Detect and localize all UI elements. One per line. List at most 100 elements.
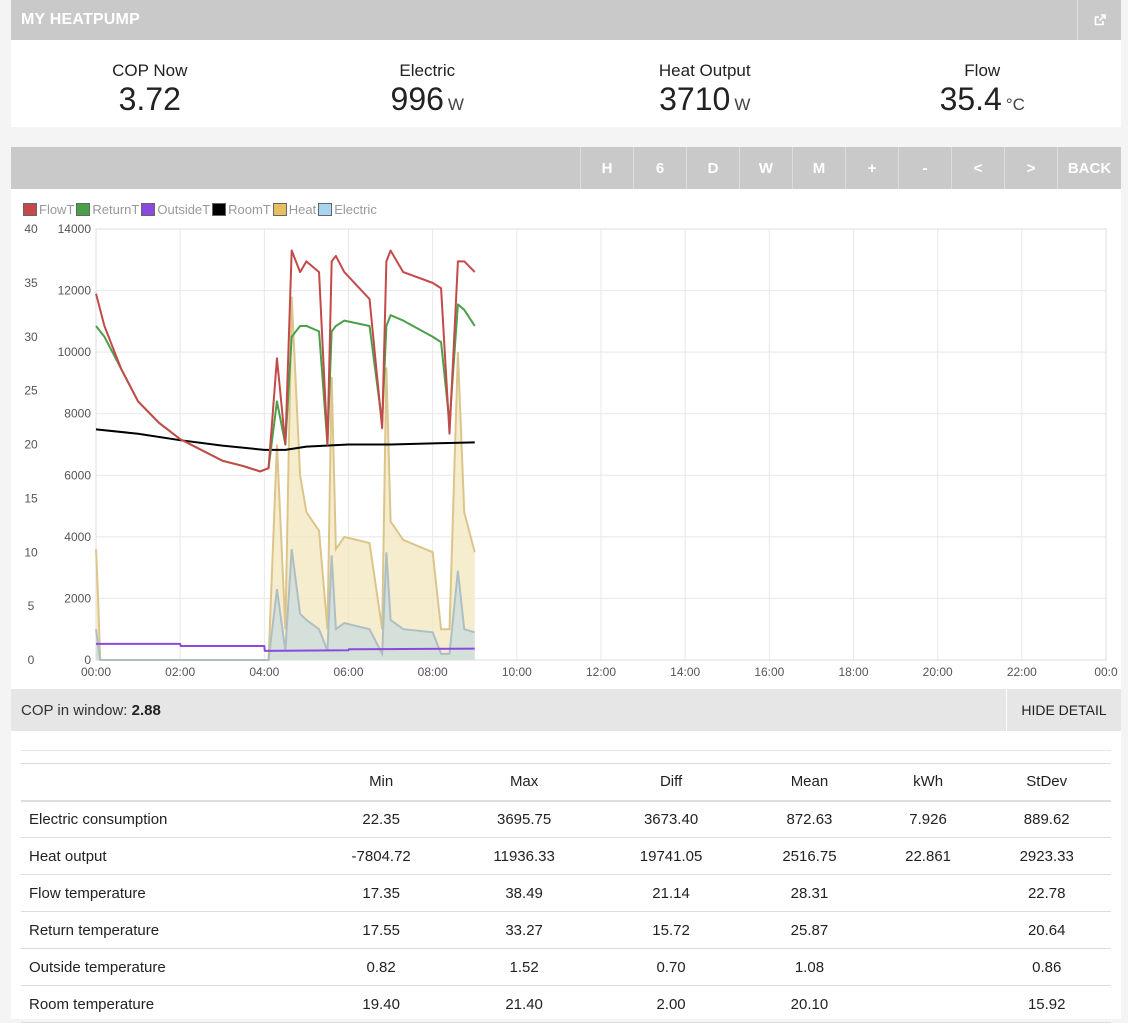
legend-swatch (212, 203, 227, 216)
y-left-tick-label: 30 (24, 330, 38, 344)
table-cell (873, 985, 983, 1023)
x-tick-label: 08:00 (418, 665, 448, 679)
hide-detail-button[interactable]: HIDE DETAIL (1006, 689, 1121, 731)
app-header: MY HEATPUMP (11, 0, 1121, 40)
app-title: MY HEATPUMP (21, 11, 140, 28)
chart-panel: FlowT ReturnT OutsideT RoomT Heat Electric 00… (11, 189, 1121, 689)
stat-unit: W (734, 95, 751, 114)
legend-swatch (141, 203, 156, 216)
table-cell: 7.926 (873, 800, 983, 838)
y-right-tick-label: 14000 (58, 222, 92, 236)
table-header-row: Min Max Diff Mean kWh StDev (21, 763, 1111, 802)
zoom-out-button[interactable]: - (898, 147, 951, 189)
table-cell: 15.92 (982, 985, 1111, 1023)
y-left-tick-label: 25 (24, 384, 38, 398)
y-left-tick-label: 40 (24, 222, 38, 236)
legend-item[interactable]: Electric (318, 202, 377, 217)
stats-panel: COP Now 3.72 Electric 996 W Heat Output 3… (11, 40, 1121, 127)
day-button[interactable]: D (686, 147, 739, 189)
stat-heat-output: Heat Output 3710 W (566, 40, 844, 127)
table-cell: 1.52 (451, 948, 597, 986)
table-row: Electric consumption 22.35 3695.75 3673.40 8… (21, 800, 1111, 838)
stat-unit: W (447, 95, 464, 114)
plot-area (95, 228, 1107, 661)
legend-item[interactable]: OutsideT (141, 202, 210, 217)
external-link-icon (1094, 14, 1106, 26)
x-tick-label: 10:00 (502, 665, 532, 679)
table-row: Outside temperature 0.82 1.52 0.70 1.08 0.86 (21, 948, 1111, 986)
table-cell: 3695.75 (451, 800, 597, 838)
zoom-in-button[interactable]: + (845, 147, 898, 189)
pan-left-button[interactable]: < (951, 147, 1004, 189)
stat-value: 3710 (659, 81, 731, 117)
x-tick-label: 02:00 (165, 665, 195, 679)
table-header: kWh (873, 763, 983, 802)
external-link-button[interactable] (1077, 0, 1121, 40)
series-area-heat (96, 296, 475, 660)
y-left-tick-label: 20 (24, 438, 38, 452)
cop-window-value: 2.88 (131, 701, 161, 719)
x-tick-label: 16:00 (754, 665, 784, 679)
table-row: Return temperature 17.55 33.27 15.72 25.87 20… (21, 911, 1111, 949)
stat-label: COP Now (112, 61, 188, 80)
series-line-returnt (95, 303, 476, 473)
stats-table-panel: Min Max Diff Mean kWh StDev Electric con… (11, 731, 1121, 1023)
stat-label: Electric (399, 61, 456, 80)
table-cell: 20.64 (982, 911, 1111, 949)
row-label: Flow temperature (21, 874, 311, 912)
table-cell: 22.78 (982, 874, 1111, 912)
table-cell: 17.35 (311, 874, 452, 912)
six-hour-button[interactable]: 6 (633, 147, 686, 189)
table-header: StDev (982, 763, 1111, 802)
table-cell (873, 948, 983, 986)
table-header: Max (451, 763, 597, 802)
table-cell: 19741.05 (596, 837, 746, 875)
x-tick-label: 18:00 (838, 665, 868, 679)
y-right-tick-label: 12000 (58, 284, 92, 298)
table-cell: 22.35 (311, 800, 452, 838)
stat-value: 996 (390, 81, 444, 117)
legend-label: Electric (334, 202, 377, 217)
table-cell: 2516.75 (745, 837, 874, 875)
table-cell: 2923.33 (982, 837, 1111, 875)
hour-button[interactable]: H (580, 147, 633, 189)
x-tick-label: 06:00 (333, 665, 363, 679)
table-header: Mean (745, 763, 874, 802)
month-button[interactable]: M (792, 147, 845, 189)
stat-flow: Flow 35.4 °C (844, 40, 1122, 127)
stats-table: Min Max Diff Mean kWh StDev Electric con… (21, 763, 1111, 1023)
divider (21, 750, 1111, 751)
week-button[interactable]: W (739, 147, 792, 189)
row-label: Heat output (21, 837, 311, 875)
legend-label: FlowT (39, 202, 75, 217)
table-row: Flow temperature 17.35 38.49 21.14 28.31 22.7… (21, 874, 1111, 912)
row-label: Return temperature (21, 911, 311, 949)
y-left-tick-label: 35 (24, 276, 38, 290)
stat-electric: Electric 996 W (289, 40, 567, 127)
stat-value: 3.72 (118, 81, 181, 117)
pan-right-button[interactable]: > (1004, 147, 1057, 189)
x-tick-label: 14:00 (670, 665, 700, 679)
legend-item[interactable]: Heat (272, 202, 316, 217)
table-header: Diff (596, 763, 746, 802)
table-cell: 2.00 (596, 985, 746, 1023)
row-label: Room temperature (21, 985, 311, 1023)
y-left-tick-label: 0 (28, 653, 35, 667)
y-right-tick-label: 6000 (64, 468, 91, 482)
series-line-outsidet (96, 642, 475, 652)
time-series-chart[interactable]: 00:00 02:00 04:00 06:00 08:00 10:00 12:00 14:00… (11, 189, 1121, 689)
y-right-tick-label: 8000 (64, 407, 91, 421)
row-label: Outside temperature (21, 948, 311, 986)
stat-unit: °C (1005, 95, 1025, 114)
stat-value: 35.4 (939, 81, 1002, 117)
table-cell: 889.62 (982, 800, 1111, 838)
legend-item[interactable]: FlowT (23, 202, 74, 217)
back-button[interactable]: BACK (1057, 147, 1121, 189)
legend-label: OutsideT (157, 202, 211, 217)
legend-item[interactable]: RoomT (212, 202, 271, 217)
stat-label: Heat Output (658, 61, 751, 80)
legend-swatch (272, 203, 287, 216)
legend-item[interactable]: ReturnT (76, 202, 139, 217)
series-line-roomt (95, 428, 475, 451)
legend-swatch (23, 203, 37, 216)
